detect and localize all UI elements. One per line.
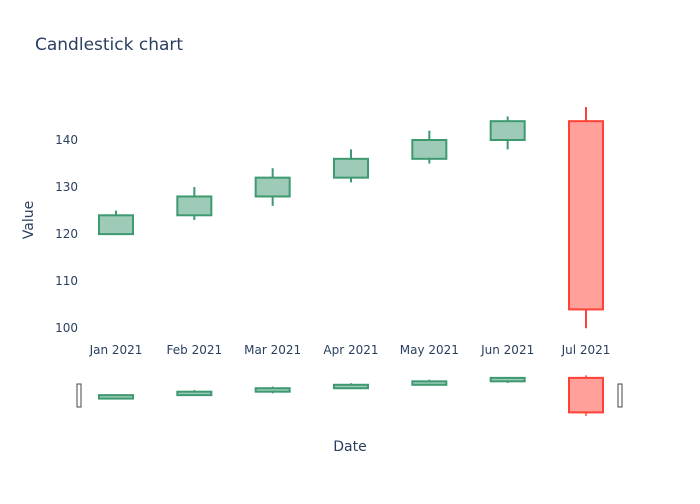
x-axis-label: Date [333,439,366,455]
slider-candle [254,386,291,394]
x-tick-label: May 2021 [400,343,459,357]
x-tick-label: Jul 2021 [561,343,611,357]
slider-candle-body [254,387,291,393]
candles [98,107,604,329]
range-slider-left-handle[interactable] [76,383,82,408]
slider-candle-body [411,380,448,386]
y-tick-label: 120 [55,227,78,241]
slider-candle-body [176,390,213,397]
slider-candle [489,376,526,384]
candle-body [489,120,526,141]
candle-body [332,157,369,179]
slider-candle [176,389,213,397]
candle[interactable] [567,107,604,329]
candle[interactable] [254,168,291,206]
x-tick-label: Jan 2021 [89,343,143,357]
candle[interactable] [332,149,369,183]
slider-candle [98,394,134,400]
y-tick-label: 140 [55,133,78,147]
slider-candle-body [98,394,134,400]
candle[interactable] [176,187,213,220]
y-axis-ticks: 100 110 120 130 140 [55,133,78,335]
y-tick-label: 110 [55,274,78,288]
slider-candle-body [489,376,526,383]
y-axis-label: Value [21,201,37,239]
slider-candle-body [567,376,604,414]
x-tick-label: Apr 2021 [323,343,378,357]
candle[interactable] [411,130,448,164]
slider-candle-body [332,383,369,390]
slider-candle [411,379,448,386]
candle-body [254,176,291,198]
y-tick-label: 100 [55,321,78,335]
candle-body [567,120,604,311]
y-tick-label: 130 [55,180,78,194]
range-slider[interactable] [76,375,623,416]
range-slider-right-handle[interactable] [617,383,623,408]
x-axis-ticks: Jan 2021 Feb 2021 Mar 2021 Apr 2021 May 2021… [89,343,611,357]
candle-body [176,195,213,217]
candle-body [411,139,448,160]
candle[interactable] [98,210,134,236]
x-tick-label: Mar 2021 [244,343,301,357]
slider-candle [332,383,369,390]
chart-title: Candlestick chart [35,35,183,55]
x-tick-label: Jun 2021 [480,343,534,357]
candle-body [98,214,134,236]
slider-candle [567,375,604,416]
x-tick-label: Feb 2021 [167,343,223,357]
candle[interactable] [489,116,526,150]
